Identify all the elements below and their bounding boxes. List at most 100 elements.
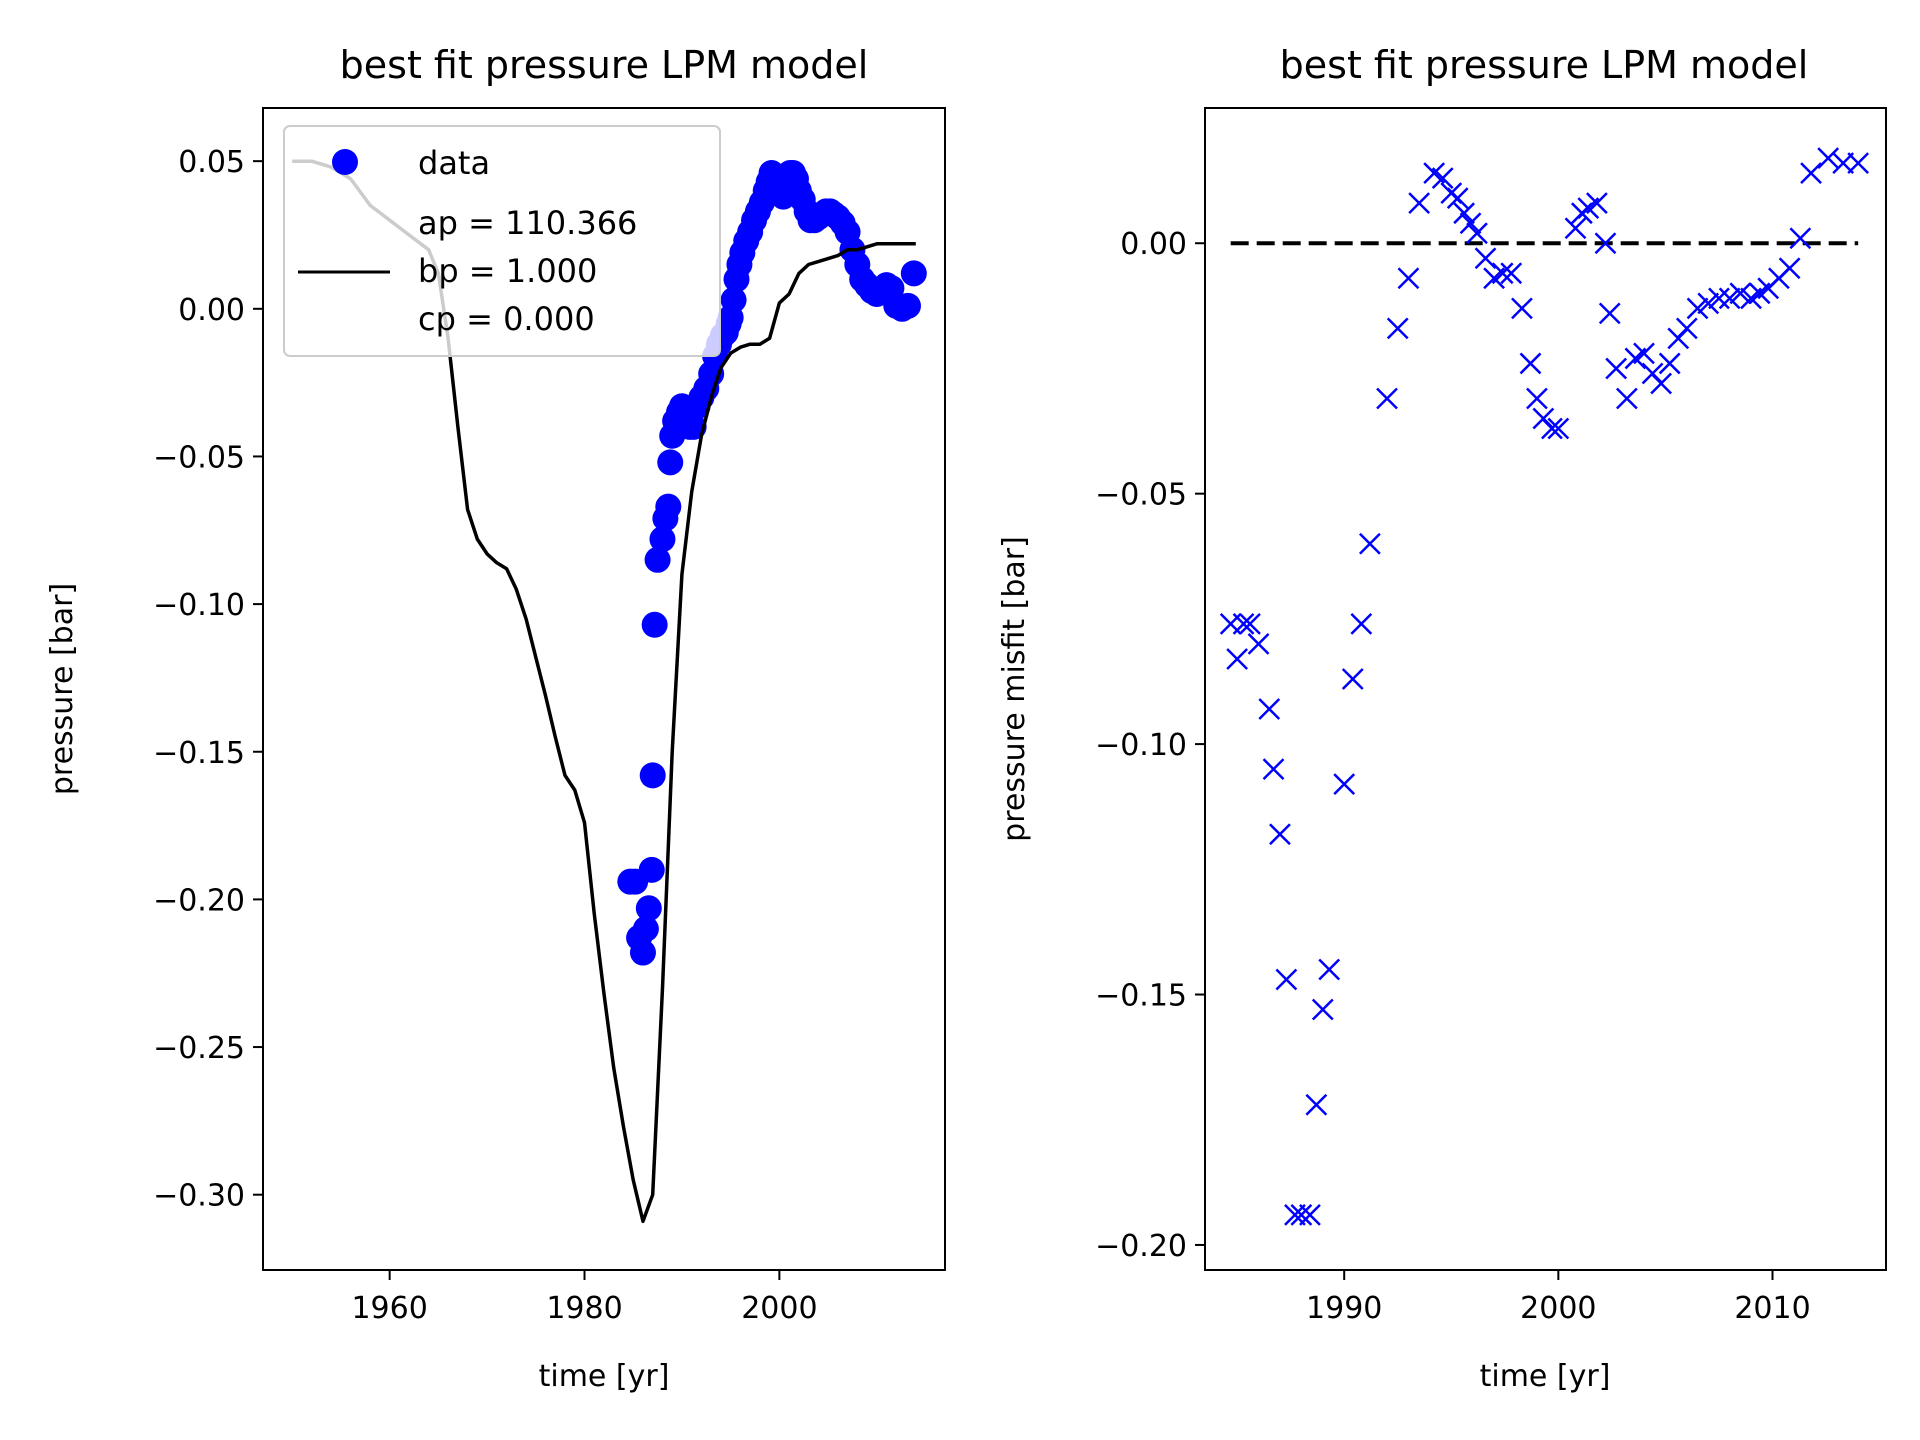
misfit-point [1341, 668, 1364, 690]
right-chart-x-label: time [yr] [1480, 1359, 1611, 1394]
left-chart-x-label: time [yr] [539, 1359, 670, 1394]
misfit-point [1615, 387, 1638, 410]
y-tick-label: 0.00 [178, 293, 245, 328]
y-tick-label: −0.15 [153, 736, 245, 771]
misfit-point [1500, 262, 1523, 285]
misfit-point [1397, 267, 1420, 290]
data-point [632, 915, 659, 942]
misfit-point [1386, 317, 1409, 340]
model-line [292, 159, 916, 1224]
misfit-point [1247, 633, 1270, 655]
x-tick-label: 1990 [1306, 1291, 1382, 1326]
misfit-point [1239, 613, 1261, 635]
misfit-point [1466, 222, 1488, 245]
left-chart-title: best fit pressure LPM model [340, 43, 869, 87]
data-point [641, 611, 668, 638]
misfit-point [1817, 147, 1840, 169]
y-tick-label: −0.30 [153, 1179, 245, 1214]
right-chart: best fit pressure LPM model 1990 2000 2010… [997, 43, 1887, 1394]
misfit-point [1800, 162, 1822, 184]
right-chart-x-ticks: 1990 2000 2010 [1306, 1270, 1811, 1326]
right-chart-marks [1219, 147, 1870, 1226]
misfit-point [1226, 648, 1249, 670]
left-chart: best fit pressure LPM model 1960 1980 2000… [45, 43, 946, 1394]
data-point [635, 895, 662, 922]
data-point [680, 413, 707, 440]
misfit-point [1459, 212, 1482, 235]
misfit-point [1697, 292, 1720, 315]
misfit-point [1318, 958, 1341, 981]
misfit-point [1262, 758, 1285, 781]
data-point [639, 762, 666, 789]
data-point [638, 856, 665, 883]
y-tick-label: −0.05 [1095, 478, 1187, 513]
y-tick-label: −0.05 [153, 440, 245, 475]
x-tick-label: 1980 [546, 1291, 622, 1326]
misfit-point [1511, 297, 1533, 320]
legend-entry-cp: cp = 0.000 [418, 300, 595, 338]
misfit-point [1333, 773, 1356, 796]
right-chart-title: best fit pressure LPM model [1280, 43, 1809, 87]
data-point [629, 939, 656, 966]
misfit-point [1778, 257, 1801, 280]
misfit-point [1633, 342, 1655, 365]
left-chart-y-ticks: 0.05 0.00 −0.05 −0.10 −0.15 −0.20 −0.25 −0.30 [153, 145, 263, 1214]
y-tick-label: −0.20 [1095, 1229, 1187, 1264]
y-tick-label: −0.10 [153, 588, 245, 623]
misfit-point [1290, 1204, 1313, 1226]
misfit-point [1232, 613, 1255, 635]
misfit-point [1258, 698, 1281, 720]
data-point [720, 286, 747, 313]
left-chart-marks [292, 159, 927, 1224]
legend-box [283, 125, 721, 357]
misfit-point [1586, 192, 1608, 215]
misfit-point [1847, 152, 1870, 174]
misfit-point [1305, 1093, 1328, 1116]
right-chart-frame [1204, 107, 1887, 1271]
misfit-point [1311, 998, 1334, 1021]
misfit-point [1526, 387, 1548, 410]
misfit-point [1350, 613, 1373, 635]
misfit-point [1605, 357, 1628, 380]
misfit-point [1359, 532, 1381, 555]
left-chart-legend: data ap = 110.366 bp = 1.000 cp = 0.000 [283, 125, 721, 357]
misfit-point [1650, 372, 1673, 395]
legend-marker-data [332, 149, 358, 175]
misfit-point [1431, 167, 1454, 190]
left-chart-x-ticks: 1960 1980 2000 [351, 1270, 818, 1326]
data-point [655, 493, 682, 520]
misfit-point [1598, 302, 1621, 325]
legend-entry-data: data [418, 144, 490, 182]
misfit-point [1564, 217, 1587, 240]
y-tick-label: 0.00 [1120, 227, 1187, 262]
y-tick-label: 0.05 [178, 145, 245, 180]
y-tick-label: −0.20 [153, 883, 245, 918]
misfit-point [1686, 297, 1709, 320]
misfit-point [1519, 352, 1542, 375]
data-point [649, 526, 676, 553]
y-tick-label: −0.10 [1095, 728, 1187, 763]
x-tick-label: 2000 [741, 1291, 817, 1326]
misfit-point [1269, 823, 1291, 846]
left-chart-y-label: pressure [bar] [45, 583, 80, 795]
x-tick-label: 1960 [351, 1291, 427, 1326]
misfit-point [1474, 247, 1497, 270]
x-tick-label: 2000 [1520, 1291, 1596, 1326]
data-point [894, 292, 921, 319]
y-tick-label: −0.15 [1095, 979, 1187, 1014]
misfit-point [1675, 317, 1698, 340]
misfit-point [1594, 232, 1617, 255]
legend-entry-ap: ap = 110.366 [418, 204, 637, 242]
misfit-point [1446, 187, 1469, 210]
data-point [900, 260, 927, 287]
data-point [657, 449, 684, 476]
right-chart-y-label: pressure misfit [bar] [997, 536, 1032, 842]
misfit-point [1708, 287, 1730, 310]
misfit-point [1408, 192, 1431, 215]
misfit-point [1729, 282, 1752, 305]
y-tick-label: −0.25 [153, 1031, 245, 1066]
left-chart-frame [262, 107, 946, 1271]
misfit-point [1718, 287, 1741, 310]
misfit-point [1376, 387, 1398, 410]
